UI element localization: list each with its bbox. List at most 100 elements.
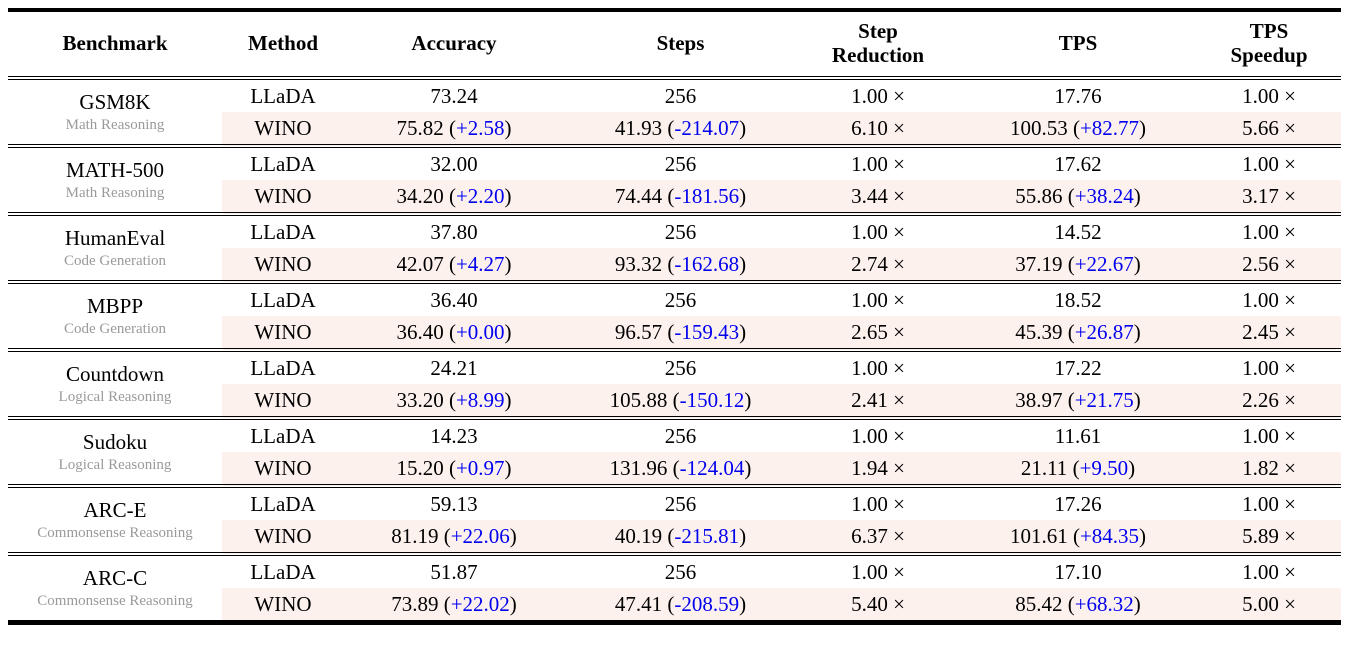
steps-cell: 256 xyxy=(564,280,797,316)
paren-close: ) xyxy=(509,591,517,616)
benchmark-cell: ARC-C Commonsense Reasoning xyxy=(8,552,222,622)
paren-open: ( xyxy=(662,591,675,616)
step-reduction-cell: 2.41 × xyxy=(797,384,959,418)
tps-delta: +22.67 xyxy=(1074,251,1134,276)
paren-open: ( xyxy=(662,319,675,344)
benchmark-cell: MATH-500 Math Reasoning xyxy=(8,144,222,214)
method-cell: LLaDA xyxy=(222,212,344,248)
llada-row: HumanEval Code Generation LLaDA 37.80 25… xyxy=(8,212,1341,282)
accuracy-value: 75.82 xyxy=(396,115,444,140)
tps-cell: 17.76 xyxy=(959,76,1197,112)
accuracy-cell: 59.13 xyxy=(344,484,564,520)
paren-open: ( xyxy=(443,251,456,276)
benchmark-name: MBPP xyxy=(86,293,144,318)
steps-cell: 96.57 (-159.43) xyxy=(564,316,797,350)
benchmark-cell: Sudoku Logical Reasoning xyxy=(8,416,222,486)
tps-cell: 101.61 (+84.35) xyxy=(959,520,1197,554)
col-header-tps-speedup-line2: Speedup xyxy=(1230,43,1308,67)
benchmark-cell: MBPP Code Generation xyxy=(8,280,222,350)
steps-cell: 256 xyxy=(564,212,797,248)
benchmark-group-arc-c: ARC-C Commonsense Reasoning LLaDA 51.87 … xyxy=(8,552,1341,622)
benchmark-group-humaneval: HumanEval Code Generation LLaDA 37.80 25… xyxy=(8,212,1341,282)
paren-close: ) xyxy=(1133,251,1141,276)
accuracy-cell: 81.19 (+22.06) xyxy=(344,520,564,554)
steps-delta: -181.56 xyxy=(674,183,740,208)
accuracy-delta: +4.27 xyxy=(455,251,505,276)
paren-open: ( xyxy=(667,387,680,412)
tps-delta: +68.32 xyxy=(1074,591,1134,616)
col-header-accuracy: Accuracy xyxy=(344,10,564,80)
wino-row: WINO 75.82 (+2.58) 41.93 (-214.07) 6.10 … xyxy=(8,112,1341,146)
accuracy-cell: 34.20 (+2.20) xyxy=(344,180,564,214)
col-header-step-reduction-line1: Step xyxy=(858,19,898,44)
tps-value: 100.53 xyxy=(1009,115,1068,140)
method-cell: WINO xyxy=(222,452,344,486)
tps-delta: +21.75 xyxy=(1074,387,1134,412)
tps-speedup-cell: 2.56 × xyxy=(1197,248,1341,282)
col-header-steps: Steps xyxy=(564,10,797,80)
col-header-tps-speedup-line1: TPS xyxy=(1249,19,1289,44)
paren-close: ) xyxy=(1133,387,1141,412)
benchmark-name: Sudoku xyxy=(82,429,148,454)
accuracy-value: 36.40 xyxy=(396,319,444,344)
benchmark-name: ARC-E xyxy=(83,497,147,522)
steps-value: 131.96 xyxy=(609,455,668,480)
method-cell: LLaDA xyxy=(222,76,344,112)
paren-open: ( xyxy=(438,523,451,548)
step-reduction-cell: 1.00 × xyxy=(797,280,959,316)
benchmark-group-countdown: Countdown Logical Reasoning LLaDA 24.21 … xyxy=(8,348,1341,418)
paren-close: ) xyxy=(739,319,747,344)
tps-value: 21.11 xyxy=(1020,455,1068,480)
steps-value: 105.88 xyxy=(609,387,668,412)
tps-cell: 21.11 (+9.50) xyxy=(959,452,1197,486)
benchmark-name: GSM8K xyxy=(79,89,151,114)
benchmark-category: Commonsense Reasoning xyxy=(37,593,193,610)
benchmark-cell: ARC-E Commonsense Reasoning xyxy=(8,484,222,554)
tps-cell: 38.97 (+21.75) xyxy=(959,384,1197,418)
accuracy-delta: +0.97 xyxy=(455,455,505,480)
accuracy-cell: 36.40 xyxy=(344,280,564,316)
paren-open: ( xyxy=(1062,319,1075,344)
tps-speedup-cell: 1.00 × xyxy=(1197,552,1341,588)
tps-speedup-cell: 1.00 × xyxy=(1197,212,1341,248)
tps-speedup-cell: 1.82 × xyxy=(1197,452,1341,486)
accuracy-cell: 73.89 (+22.02) xyxy=(344,588,564,622)
tps-value: 37.19 xyxy=(1015,251,1063,276)
llada-row: Countdown Logical Reasoning LLaDA 24.21 … xyxy=(8,348,1341,418)
steps-value: 47.41 xyxy=(614,591,663,616)
tps-speedup-cell: 5.89 × xyxy=(1197,520,1341,554)
wino-row: WINO 36.40 (+0.00) 96.57 (-159.43) 2.65 … xyxy=(8,316,1341,350)
method-cell: LLaDA xyxy=(222,484,344,520)
paren-close: ) xyxy=(744,455,752,480)
paren-open: ( xyxy=(1062,591,1075,616)
step-reduction-cell: 2.65 × xyxy=(797,316,959,350)
col-header-benchmark: Benchmark xyxy=(8,10,222,80)
accuracy-cell: 24.21 xyxy=(344,348,564,384)
benchmark-cell: Countdown Logical Reasoning xyxy=(8,348,222,418)
accuracy-cell: 51.87 xyxy=(344,552,564,588)
paren-close: ) xyxy=(739,591,747,616)
accuracy-cell: 37.80 xyxy=(344,212,564,248)
step-reduction-cell: 1.00 × xyxy=(797,552,959,588)
accuracy-delta: +2.58 xyxy=(455,115,505,140)
tps-speedup-cell: 1.00 × xyxy=(1197,416,1341,452)
steps-value: 40.19 xyxy=(614,523,663,548)
step-reduction-cell: 1.00 × xyxy=(797,144,959,180)
wino-row: WINO 15.20 (+0.97) 131.96 (-124.04) 1.94… xyxy=(8,452,1341,486)
paren-close: ) xyxy=(504,455,512,480)
paren-close: ) xyxy=(504,319,512,344)
step-reduction-cell: 1.94 × xyxy=(797,452,959,486)
tps-speedup-cell: 1.00 × xyxy=(1197,76,1341,112)
tps-cell: 100.53 (+82.77) xyxy=(959,112,1197,146)
paren-close: ) xyxy=(504,183,512,208)
accuracy-value: 33.20 xyxy=(396,387,444,412)
paren-open: ( xyxy=(662,523,675,548)
paren-close: ) xyxy=(739,183,747,208)
wino-row: WINO 33.20 (+8.99) 105.88 (-150.12) 2.41… xyxy=(8,384,1341,418)
tps-cell: 17.22 xyxy=(959,348,1197,384)
col-header-tps-speedup: TPS Speedup xyxy=(1197,10,1341,80)
benchmark-group-arc-e: ARC-E Commonsense Reasoning LLaDA 59.13 … xyxy=(8,484,1341,554)
steps-delta: -159.43 xyxy=(674,319,740,344)
paren-open: ( xyxy=(1067,115,1080,140)
